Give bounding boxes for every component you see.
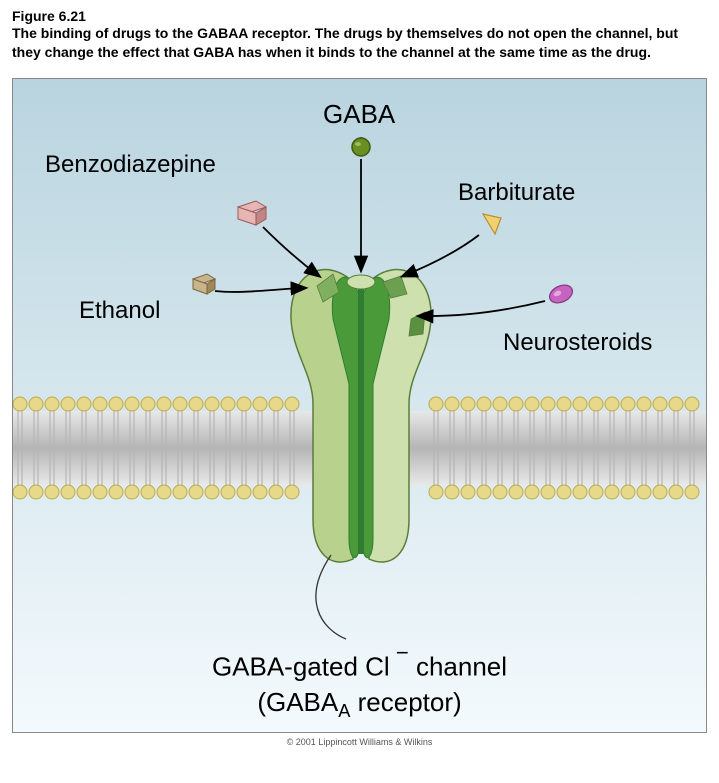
copyright-text: © 2001 Lippincott Williams & Wilkins xyxy=(0,737,719,747)
figure-caption: The binding of drugs to the GABAA recept… xyxy=(12,24,707,62)
diagram-frame: GABA Benzodiazepine Barbiturate Ethanol … xyxy=(12,78,707,733)
label-neurosteroids: Neurosteroids xyxy=(503,329,652,357)
label-channel: GABA-gated Cl − channel (GABAA receptor) xyxy=(13,644,706,724)
label-benzodiazepine: Benzodiazepine xyxy=(45,151,216,179)
label-barbiturate: Barbiturate xyxy=(458,179,575,207)
label-ethanol: Ethanol xyxy=(79,297,160,325)
figure-number: Figure 6.21 xyxy=(12,8,707,24)
label-gaba: GABA xyxy=(323,99,395,130)
